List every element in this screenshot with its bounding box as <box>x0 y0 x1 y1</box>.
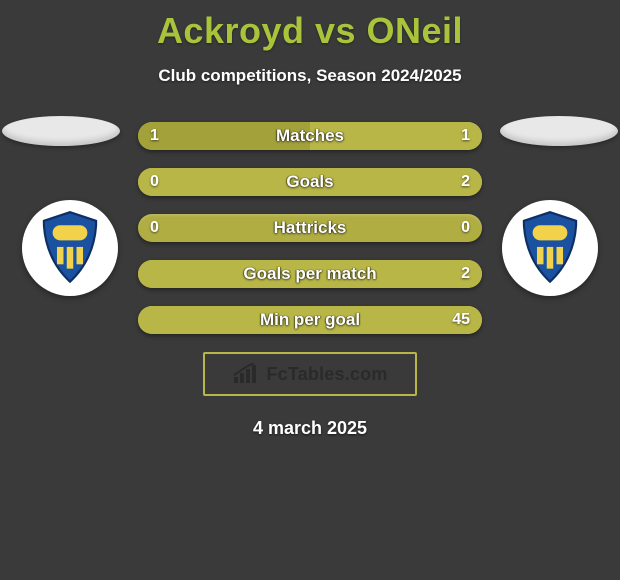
stat-bars: Matches11Goals02Hattricks00Goals per mat… <box>138 122 482 334</box>
stat-value-right: 2 <box>461 260 470 288</box>
shield-bar <box>537 247 544 264</box>
stat-value-left: 0 <box>150 168 159 196</box>
stat-value-left: 0 <box>150 214 159 242</box>
stat-value-right: 1 <box>461 122 470 150</box>
shield-banner <box>533 225 568 240</box>
stats-area: Matches11Goals02Hattricks00Goals per mat… <box>0 122 620 334</box>
club-badge-right <box>502 200 598 296</box>
shield-icon <box>517 210 583 286</box>
stat-value-left: 1 <box>150 122 159 150</box>
shield-bar <box>547 247 554 269</box>
date-text: 4 march 2025 <box>0 418 620 439</box>
shield-bar <box>557 247 564 264</box>
stat-label: Goals per match <box>138 260 482 288</box>
stat-value-right: 45 <box>452 306 470 334</box>
player-disc-right <box>500 116 618 146</box>
stat-label: Hattricks <box>138 214 482 242</box>
stat-row: Hattricks0 0 <box>138 214 482 242</box>
brand-box: FcTables.com <box>203 352 417 396</box>
club-badge-left <box>22 200 118 296</box>
stat-row: Goals per match2 <box>138 260 482 288</box>
stat-value-right: 2 <box>461 168 470 196</box>
stat-row: Goals0 2 <box>138 168 482 196</box>
stat-label: Matches <box>138 122 482 150</box>
shield-banner <box>53 225 88 240</box>
shield-icon <box>37 210 103 286</box>
shield-bar <box>77 247 84 264</box>
page-title: Ackroyd vs ONeil <box>0 0 620 52</box>
shield-shape <box>524 212 576 281</box>
stat-label: Goals <box>138 168 482 196</box>
shield-bar <box>57 247 64 264</box>
stat-row: Matches1 1 <box>138 122 482 150</box>
stat-label: Min per goal <box>138 306 482 334</box>
subtitle: Club competitions, Season 2024/2025 <box>0 66 620 86</box>
shield-shape <box>44 212 96 281</box>
chart-icon <box>232 363 258 385</box>
shield-bar <box>67 247 74 269</box>
stat-value-right: 0 <box>461 214 470 242</box>
brand-text: FcTables.com <box>266 364 387 385</box>
player-disc-left <box>2 116 120 146</box>
stat-row: Min per goal45 <box>138 306 482 334</box>
